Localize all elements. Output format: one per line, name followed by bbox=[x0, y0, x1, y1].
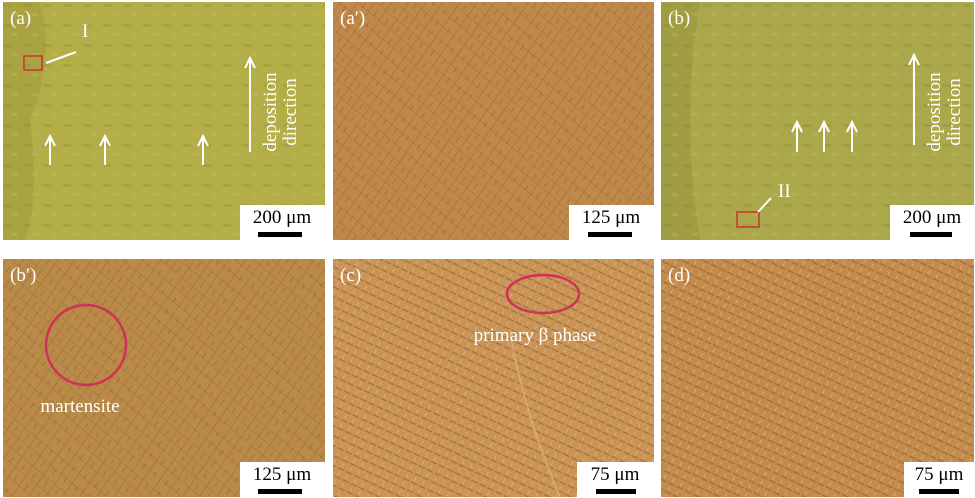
panel-label: (d) bbox=[668, 265, 690, 286]
panel-label: (b) bbox=[668, 8, 690, 29]
scale-label: 75 μm bbox=[915, 464, 964, 485]
panel-d: (d) 75 μm bbox=[661, 259, 974, 497]
panel-label: (a) bbox=[10, 8, 31, 29]
annotation: martensite bbox=[40, 396, 119, 417]
annotation: primary β phase bbox=[474, 325, 597, 346]
panel-c: (c) primary β phase 75 μm bbox=[333, 259, 654, 497]
texture bbox=[661, 259, 974, 497]
scale-bar bbox=[596, 489, 636, 494]
region-label: II bbox=[778, 181, 791, 202]
panel-label: (b′) bbox=[10, 265, 36, 286]
panel-b-prime: (b′) martensite 125 μm bbox=[3, 259, 325, 497]
scale-label: 125 μm bbox=[253, 464, 311, 485]
scale-bar bbox=[258, 489, 302, 494]
texture bbox=[333, 259, 654, 497]
direction-text: deposition bbox=[924, 72, 945, 152]
direction-text: deposition bbox=[260, 72, 281, 152]
scale-label: 200 μm bbox=[253, 207, 311, 228]
panel-b: (b) II deposition direction 200 μm bbox=[661, 2, 974, 240]
scale-label: 75 μm bbox=[591, 464, 640, 485]
texture bbox=[333, 2, 654, 240]
panel-label: (a′) bbox=[340, 8, 365, 29]
panel-label: (c) bbox=[340, 265, 361, 286]
figure: (a) I deposition direction 200 μm (a′) 1… bbox=[0, 0, 975, 498]
panel-a: (a) I deposition direction 200 μm bbox=[3, 2, 325, 240]
scale-bar bbox=[588, 232, 632, 237]
direction-text: direction bbox=[944, 78, 965, 146]
scale-bar bbox=[258, 232, 302, 237]
direction-text: direction bbox=[280, 78, 301, 146]
region-label: I bbox=[82, 21, 88, 42]
scale-bar bbox=[910, 232, 952, 237]
scale-bar bbox=[919, 489, 959, 494]
texture bbox=[3, 259, 325, 497]
scale-label: 200 μm bbox=[903, 207, 961, 228]
panel-a-prime: (a′) 125 μm bbox=[333, 2, 654, 240]
scale-label: 125 μm bbox=[582, 207, 640, 228]
